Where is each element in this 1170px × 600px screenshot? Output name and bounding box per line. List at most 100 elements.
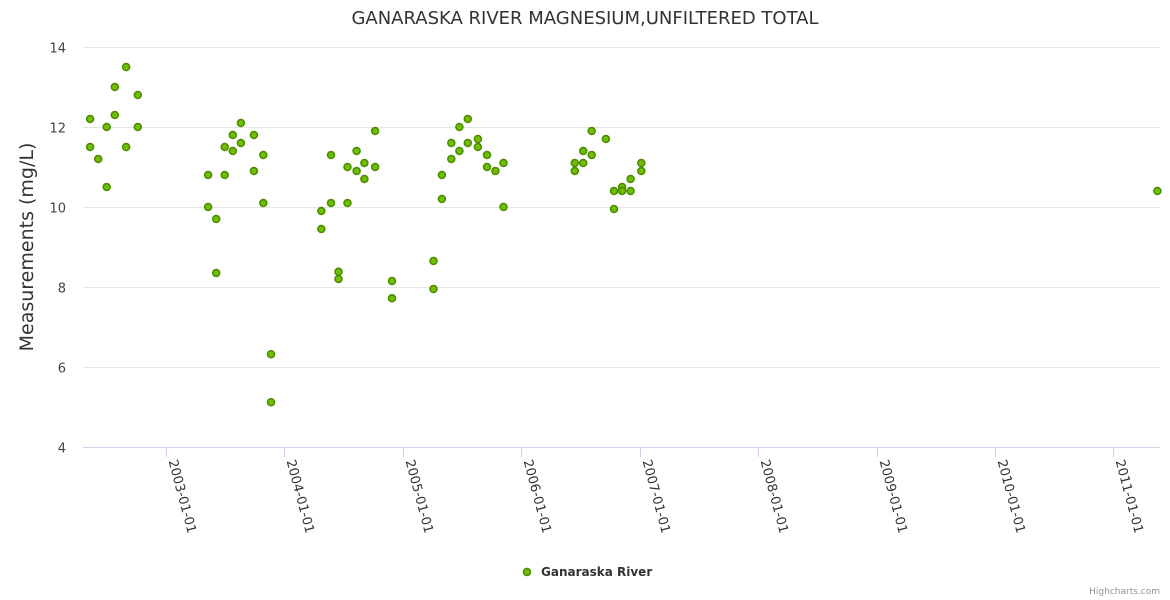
data-point[interactable] <box>387 293 397 303</box>
data-point[interactable] <box>491 166 500 176</box>
data-point[interactable] <box>437 194 447 204</box>
credits-link[interactable]: Highcharts.com <box>1089 587 1160 597</box>
data-point[interactable] <box>463 114 473 124</box>
data-point[interactable] <box>352 166 361 176</box>
series-ganaraska-river <box>85 62 1162 407</box>
x-tick-label: 2008-01-01 <box>757 458 791 535</box>
data-point[interactable] <box>482 150 492 160</box>
data-point[interactable] <box>609 186 619 196</box>
data-point[interactable] <box>102 122 111 132</box>
data-point[interactable] <box>121 62 131 72</box>
data-point[interactable] <box>343 162 352 172</box>
data-point[interactable] <box>578 146 588 156</box>
data-point[interactable] <box>587 150 596 160</box>
gridlines <box>83 47 1160 368</box>
data-point[interactable] <box>437 170 447 180</box>
y-axis-ticks: 4 6 8 10 12 14 <box>49 42 66 457</box>
y-tick-label: 8 <box>58 282 66 297</box>
data-point[interactable] <box>133 90 143 100</box>
data-point[interactable] <box>387 276 397 286</box>
legend[interactable]: Ganaraska River <box>522 565 653 579</box>
data-point[interactable] <box>326 198 336 208</box>
data-point[interactable] <box>110 82 120 92</box>
data-point[interactable] <box>317 206 326 216</box>
x-tick-label: 2011-01-01 <box>1112 458 1146 535</box>
x-tick-label: 2009-01-01 <box>876 458 910 535</box>
data-point[interactable] <box>617 186 627 196</box>
y-tick-label: 10 <box>49 202 66 217</box>
data-point[interactable] <box>266 397 276 407</box>
data-point[interactable] <box>266 349 276 359</box>
data-point[interactable] <box>587 126 596 136</box>
data-point[interactable] <box>429 256 438 266</box>
data-point[interactable] <box>249 130 259 140</box>
data-point[interactable] <box>249 166 259 176</box>
data-point[interactable] <box>429 284 438 294</box>
data-point[interactable] <box>626 186 635 196</box>
data-point[interactable] <box>370 162 380 172</box>
data-point[interactable] <box>578 158 588 168</box>
y-axis-label: Measurements (mg/L) <box>16 143 38 352</box>
data-point[interactable] <box>352 146 361 156</box>
data-point[interactable] <box>1153 186 1162 196</box>
data-point[interactable] <box>637 166 646 176</box>
data-point[interactable] <box>370 126 380 136</box>
data-point[interactable] <box>228 146 238 156</box>
data-point[interactable] <box>211 214 221 224</box>
data-point[interactable] <box>570 158 580 168</box>
data-point[interactable] <box>211 268 221 278</box>
x-tick-label: 2010-01-01 <box>994 458 1028 535</box>
data-point[interactable] <box>455 122 464 132</box>
y-tick-label: 4 <box>58 442 66 457</box>
data-point[interactable] <box>499 202 508 212</box>
x-tick-label: 2005-01-01 <box>402 458 436 535</box>
legend-item-ganaraska-river[interactable]: Ganaraska River <box>541 565 652 579</box>
x-tick-label: 2006-01-01 <box>520 458 554 535</box>
data-point[interactable] <box>334 274 343 284</box>
data-point[interactable] <box>601 134 611 144</box>
data-point[interactable] <box>334 267 343 277</box>
legend-marker <box>522 567 532 577</box>
data-point[interactable] <box>110 110 120 120</box>
data-point[interactable] <box>473 134 483 144</box>
data-point[interactable] <box>499 158 508 168</box>
data-point[interactable] <box>626 174 635 184</box>
x-tick-label: 2007-01-01 <box>639 458 673 535</box>
data-point[interactable] <box>259 150 268 160</box>
data-point[interactable] <box>85 142 95 152</box>
x-tick-label: 2003-01-01 <box>165 458 199 535</box>
data-point[interactable] <box>133 122 143 132</box>
data-point[interactable] <box>447 154 456 164</box>
data-point[interactable] <box>473 142 483 152</box>
data-point[interactable] <box>360 158 369 168</box>
data-point[interactable] <box>570 166 580 176</box>
data-point[interactable] <box>85 114 95 124</box>
y-tick-label: 14 <box>49 42 66 57</box>
data-point[interactable] <box>463 138 473 148</box>
data-point[interactable] <box>102 182 111 192</box>
data-point[interactable] <box>360 174 369 184</box>
data-point[interactable] <box>259 198 268 208</box>
data-point[interactable] <box>203 170 213 180</box>
data-point[interactable] <box>447 138 456 148</box>
data-point[interactable] <box>236 138 246 148</box>
data-point[interactable] <box>121 142 131 152</box>
data-point[interactable] <box>609 204 619 214</box>
x-axis-ticks: 2003-01-01 2004-01-01 2005-01-01 2006-01-01… <box>165 447 1146 535</box>
y-tick-label: 12 <box>49 122 66 137</box>
data-point[interactable] <box>203 202 213 212</box>
y-tick-label: 6 <box>58 362 66 377</box>
data-point[interactable] <box>482 162 492 172</box>
data-point[interactable] <box>220 142 229 152</box>
x-tick-label: 2004-01-01 <box>283 458 317 535</box>
data-point[interactable] <box>236 118 246 128</box>
data-point[interactable] <box>343 198 352 208</box>
data-point[interactable] <box>93 154 103 164</box>
data-point[interactable] <box>317 224 326 234</box>
data-point[interactable] <box>326 150 336 160</box>
data-point[interactable] <box>455 146 464 156</box>
data-point[interactable] <box>220 170 229 180</box>
data-point[interactable] <box>228 130 238 140</box>
data-point[interactable] <box>637 158 646 168</box>
